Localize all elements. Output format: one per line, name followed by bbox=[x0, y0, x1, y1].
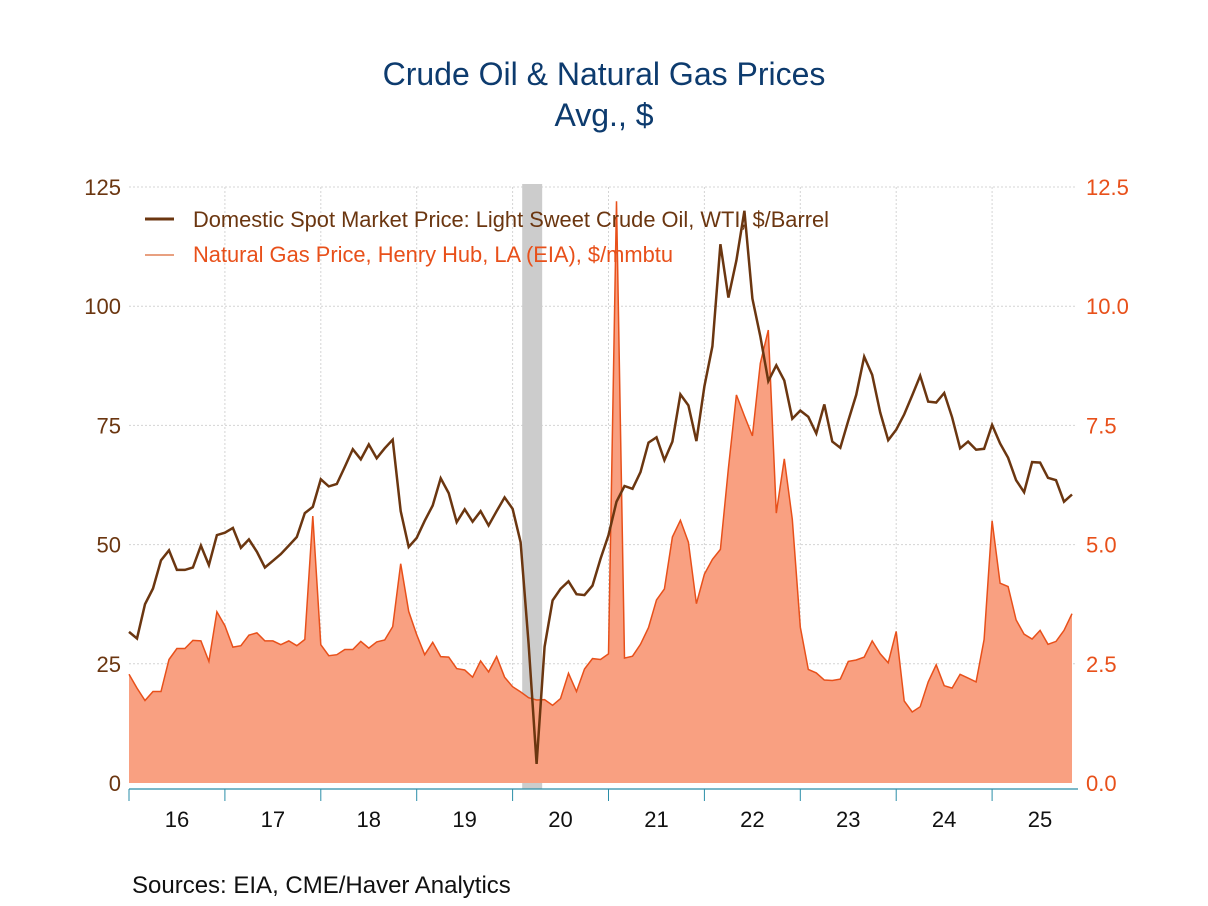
chart-subtitle: Avg., $ bbox=[554, 97, 654, 133]
left-axis-tick-label: 0 bbox=[109, 771, 121, 796]
left-axis-tick-label: 50 bbox=[97, 533, 121, 558]
x-axis-tick-label: 24 bbox=[932, 807, 956, 832]
x-axis-tick-label: 17 bbox=[261, 807, 285, 832]
legend-label-oil: Domestic Spot Market Price: Light Sweet … bbox=[193, 207, 829, 232]
x-axis-tick-label: 23 bbox=[836, 807, 860, 832]
x-axis-tick-label: 19 bbox=[452, 807, 476, 832]
legend-label-gas: Natural Gas Price, Henry Hub, LA (EIA), … bbox=[193, 242, 673, 267]
right-axis-tick-label: 12.5 bbox=[1086, 175, 1129, 200]
left-axis-tick-label: 100 bbox=[84, 294, 121, 319]
right-axis-tick-label: 0.0 bbox=[1086, 771, 1117, 796]
oil-series-line bbox=[128, 210, 1073, 764]
x-axis-tick-label: 25 bbox=[1028, 807, 1052, 832]
gas-series-line bbox=[128, 201, 1073, 714]
right-axis-tick-label: 2.5 bbox=[1086, 652, 1117, 677]
left-axis-tick-label: 25 bbox=[97, 652, 121, 677]
right-axis-tick-label: 10.0 bbox=[1086, 294, 1129, 319]
left-axis-tick-label: 75 bbox=[97, 413, 121, 438]
right-axis-tick-label: 5.0 bbox=[1086, 533, 1117, 558]
right-axis-tick-label: 7.5 bbox=[1086, 413, 1117, 438]
x-axis-tick-label: 20 bbox=[548, 807, 572, 832]
x-axis-tick-label: 22 bbox=[740, 807, 764, 832]
source-note: Sources: EIA, CME/Haver Analytics bbox=[132, 872, 511, 899]
x-axis-tick-label: 21 bbox=[644, 807, 668, 832]
chart-title: Crude Oil & Natural Gas Prices bbox=[382, 56, 826, 92]
x-axis-tick-label: 16 bbox=[165, 807, 189, 832]
x-axis-tick-label: 18 bbox=[357, 807, 381, 832]
gas-area bbox=[129, 201, 1073, 784]
left-axis-tick-label: 125 bbox=[84, 175, 121, 200]
